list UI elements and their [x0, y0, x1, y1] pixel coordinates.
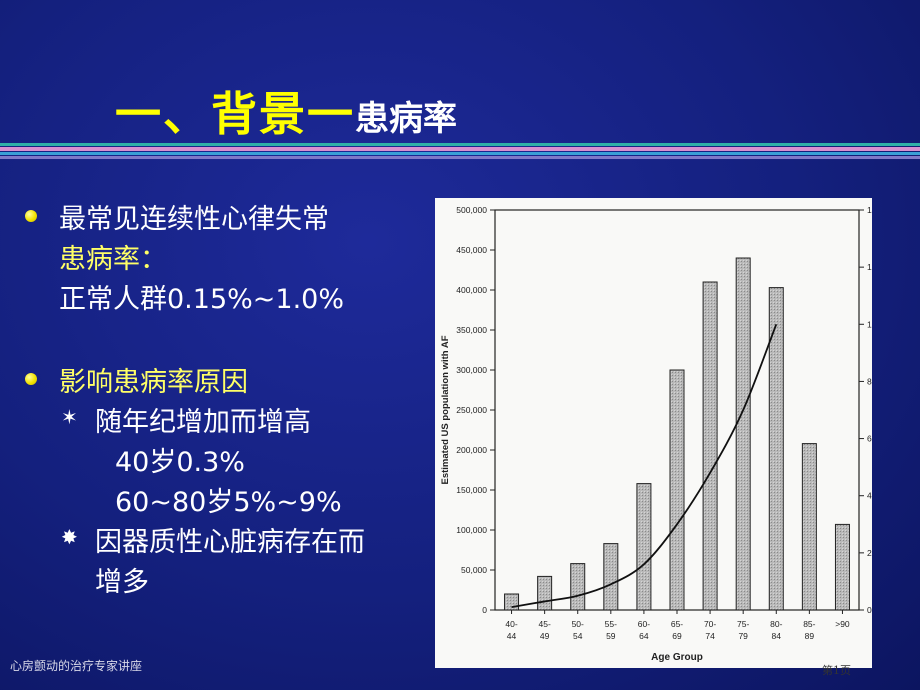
x-tick-label: 85- — [803, 619, 815, 629]
x-tick-label: 65- — [671, 619, 683, 629]
y-tick-label: 300,000 — [456, 365, 487, 375]
y2-tick-label: 2 — [867, 548, 872, 558]
x-tick-label: 40- — [505, 619, 517, 629]
y-tick-label: 50,000 — [461, 565, 487, 575]
bullet-2-line-1: 影响患病率原因 — [59, 367, 248, 398]
sub-bullet-2-line-2: 增多 — [95, 567, 149, 598]
bar — [834, 523, 850, 611]
x-tick-label: 84 — [772, 631, 782, 641]
x-tick-label: 54 — [573, 631, 583, 641]
y2-tick-label: 0 — [867, 605, 872, 615]
title-main: 一、背景一 — [115, 87, 355, 141]
x-tick-label: 75- — [737, 619, 749, 629]
sub-bullet-1: 随年纪增加而增高 — [95, 407, 311, 438]
af-prevalence-chart: 0 50,000 100,000 150,000 200,000 250,000 300,0… — [435, 198, 893, 668]
bullet-1-line-1: 最常见连续性心律失常 — [59, 204, 329, 235]
sunburst-star-icon: ✸ — [61, 525, 78, 549]
y-tick-label: 250,000 — [456, 405, 487, 415]
y-tick-label: 450,000 — [456, 245, 487, 255]
y2-tick-label: 4 — [867, 491, 872, 501]
y-tick-label: 100,000 — [456, 525, 487, 535]
x-tick-label: 79 — [738, 631, 748, 641]
x-tick-label: 70- — [704, 619, 716, 629]
bar — [537, 575, 553, 611]
x-tick-label: 89 — [805, 631, 815, 641]
y2-tick-label: 14 — [867, 205, 872, 215]
page-number: 第1页 — [822, 664, 851, 677]
bar — [735, 257, 751, 611]
y2-tick-label: 12 — [867, 262, 872, 272]
x-tick-label: 49 — [540, 631, 550, 641]
x-tick-label: 69 — [672, 631, 682, 641]
x-tick-label: 60- — [638, 619, 650, 629]
bullet-1-line-2: 患病率： — [59, 244, 167, 275]
x-tick-label: 74 — [705, 631, 715, 641]
x-tick-label: 55- — [605, 619, 617, 629]
y2-tick-label: 6 — [867, 434, 872, 444]
bullet-list: 最常见连续性心律失常 患病率： 正常人群0.15%~1.0% 影响患病率原因 ✶… — [0, 0, 430, 600]
x-tick-label: 45- — [538, 619, 550, 629]
bullet-1-line-3: 正常人群0.15%~1.0% — [59, 284, 344, 315]
y-tick-label: 150,000 — [456, 485, 487, 495]
bar — [603, 543, 619, 611]
bar — [636, 483, 652, 611]
bar — [702, 281, 718, 611]
x-axis-label: Age Group — [651, 652, 703, 663]
x-tick-label: >90 — [835, 619, 850, 629]
sub-bullet-1-a: 40岁0.3% — [115, 447, 245, 478]
y2-tick-label: 8 — [867, 376, 872, 386]
y-tick-label: 0 — [482, 605, 487, 615]
y-tick-label: 500,000 — [456, 205, 487, 215]
bar — [669, 369, 685, 611]
bar — [801, 443, 817, 611]
y-tick-label: 350,000 — [456, 325, 487, 335]
bar — [504, 593, 520, 611]
sub-bullet-1-b: 60~80岁5%~9% — [115, 487, 342, 518]
six-point-star-icon: ✶ — [61, 405, 78, 429]
bullet-dot-icon — [25, 373, 37, 385]
sub-bullet-2-line-1: 因器质性心脏病存在而 — [95, 527, 365, 558]
footer-title: 心房颤动的治疗专家讲座 — [10, 659, 143, 673]
x-tick-label: 50- — [572, 619, 584, 629]
x-tick-label: 64 — [639, 631, 649, 641]
y-tick-label: 400,000 — [456, 285, 487, 295]
y-axis-label: Estimated US population with AF — [440, 335, 451, 484]
bullet-dot-icon — [25, 210, 37, 222]
bar — [570, 563, 586, 611]
prevalence-line — [511, 323, 778, 609]
y2-tick-label: 10 — [867, 319, 872, 329]
x-tick-label: 80- — [770, 619, 782, 629]
chart-svg: 0 50,000 100,000 150,000 200,000 250,000 300,0… — [440, 205, 893, 663]
y-tick-label: 200,000 — [456, 445, 487, 455]
x-tick-label: 59 — [606, 631, 616, 641]
x-tick-label: 44 — [507, 631, 517, 641]
slide-title: 一、背景一患病率 — [115, 78, 457, 144]
title-sub: 患病率 — [355, 99, 457, 139]
